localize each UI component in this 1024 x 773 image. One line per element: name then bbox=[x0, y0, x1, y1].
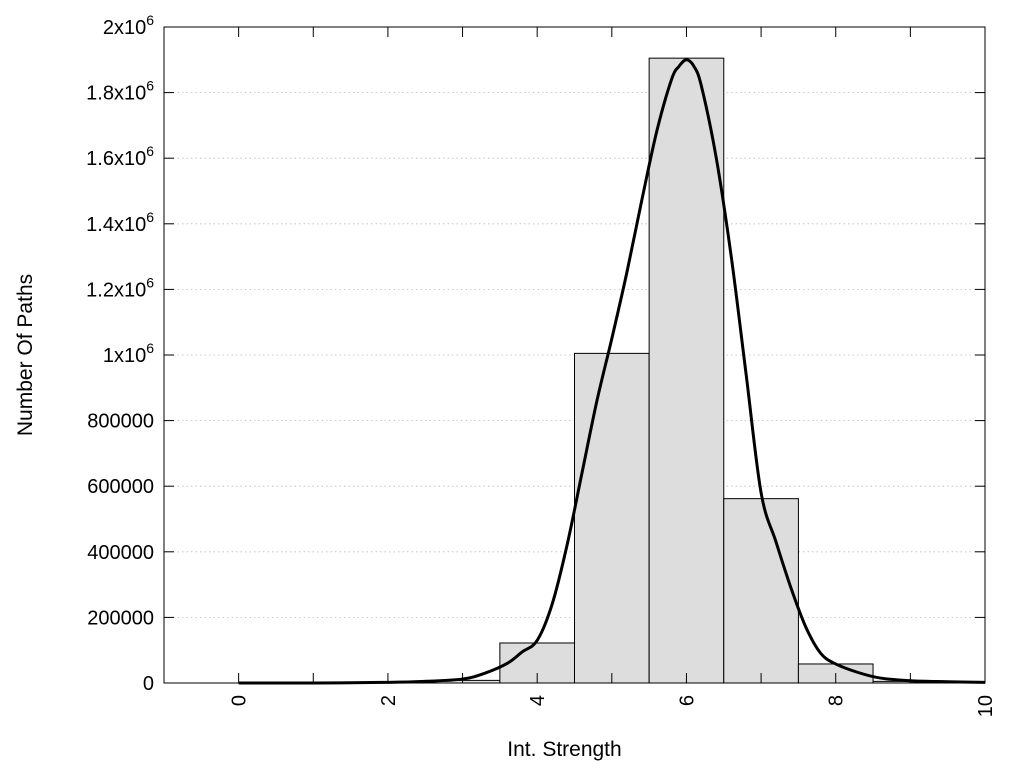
y-tick-label: 600000 bbox=[87, 476, 154, 498]
x-tick-label: 8 bbox=[826, 695, 848, 706]
tick-labels-layer: 0 200000 400000 600000 800000 1x106 1.2x106 1.4… bbox=[86, 12, 997, 717]
y-axis-title: Number Of Paths bbox=[14, 274, 37, 436]
x-axis-title: Int. Strength bbox=[507, 738, 621, 761]
x-tick-label: 6 bbox=[676, 695, 698, 706]
y-tick-label: 1.4x106 bbox=[86, 209, 154, 236]
x-tick-label: 4 bbox=[527, 695, 549, 706]
y-tick-label: 2x106 bbox=[103, 12, 154, 39]
x-tick-label: 10 bbox=[975, 695, 997, 717]
y-tick-label: 800000 bbox=[87, 411, 154, 433]
x-tick-label: 2 bbox=[378, 695, 400, 706]
y-tick-label: 400000 bbox=[87, 542, 154, 564]
y-tick-label: 200000 bbox=[87, 607, 154, 629]
histogram-bar bbox=[724, 499, 799, 683]
y-tick-label: 1.2x106 bbox=[86, 274, 154, 301]
y-tick-label: 0 bbox=[143, 673, 154, 695]
y-tick-label: 1.8x106 bbox=[86, 78, 154, 105]
y-tick-label: 1.6x106 bbox=[86, 143, 154, 170]
y-tick-label: 1x106 bbox=[103, 340, 154, 367]
histogram-bar bbox=[575, 353, 650, 683]
bars-layer bbox=[201, 58, 985, 683]
x-tick-label: 0 bbox=[229, 695, 251, 706]
histogram-bar bbox=[649, 58, 724, 683]
